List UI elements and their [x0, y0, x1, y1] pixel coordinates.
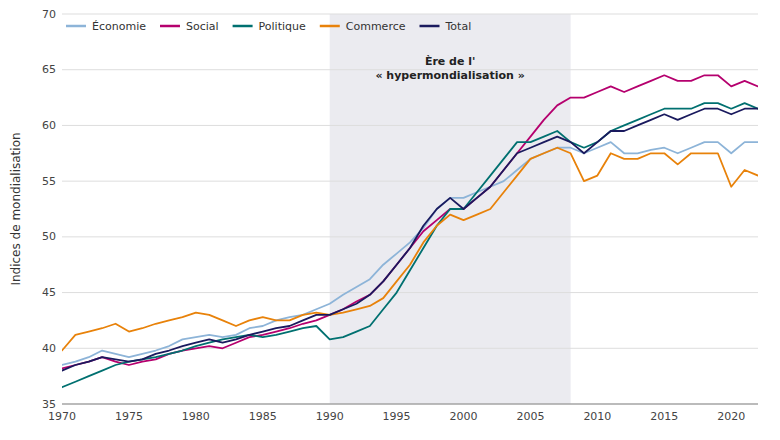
- legend-swatch: [66, 25, 86, 28]
- legend-label: Total: [445, 20, 472, 33]
- legend-item: Total: [420, 20, 472, 33]
- x-tick-label: 2000: [450, 410, 478, 423]
- y-tick-label: 45: [42, 286, 56, 299]
- y-tick-label: 70: [42, 8, 56, 21]
- legend-swatch: [420, 25, 440, 28]
- x-tick-label: 2020: [717, 410, 745, 423]
- x-axis: 1970 1975 1980 1985 1990 1995 2000 2005 2010 2015…: [48, 404, 758, 423]
- x-tick-label: 2005: [516, 410, 544, 423]
- y-tick-label: 40: [42, 342, 56, 355]
- legend-label: Politique: [259, 20, 306, 33]
- grid-line: [62, 292, 758, 293]
- legend-label: Social: [186, 20, 219, 33]
- legend-swatch: [160, 25, 180, 28]
- annotation: « hypermondialisation »: [375, 69, 524, 82]
- legend-label: Économie: [92, 20, 146, 33]
- annotation: Ère de l': [425, 55, 476, 68]
- y-tick-label: 50: [42, 230, 56, 243]
- y-tick-label: 55: [42, 175, 56, 188]
- x-tick-label: 2010: [583, 410, 611, 423]
- x-axis-line: [62, 404, 758, 405]
- legend: Économie Social Politique Commerce Total: [66, 20, 471, 33]
- grid-line: [62, 181, 758, 182]
- y-tick-label: 35: [42, 398, 56, 411]
- y-tick-label: 60: [42, 119, 56, 132]
- series-line: [62, 103, 758, 387]
- chart: 35 40 45 50 55 60 65 70 Indices de mondialisatio…: [0, 0, 780, 440]
- x-tick-label: 2015: [650, 410, 678, 423]
- grid-line: [62, 236, 758, 237]
- grid-line: [62, 404, 758, 405]
- y-tick-label: 65: [42, 63, 56, 76]
- x-tick-label: 1980: [182, 410, 210, 423]
- x-tick-label: 1995: [383, 410, 411, 423]
- y-axis-label: Indices de mondialisation: [9, 132, 23, 285]
- legend-item: Social: [160, 20, 219, 33]
- x-tick-label: 1970: [48, 410, 76, 423]
- series-line: [62, 109, 758, 371]
- y-axis: 35 40 45 50 55 60 65 70: [42, 8, 758, 411]
- legend-item: Économie: [66, 20, 146, 33]
- grid-line: [62, 348, 758, 349]
- legend-item: Commerce: [320, 20, 406, 33]
- legend-swatch: [233, 25, 253, 28]
- x-tick-label: 1990: [316, 410, 344, 423]
- legend-item: Politique: [233, 20, 306, 33]
- x-tick-label: 1985: [249, 410, 277, 423]
- x-tick-label: 1975: [115, 410, 143, 423]
- grid-line: [62, 125, 758, 126]
- grid-line: [62, 14, 758, 15]
- legend-swatch: [320, 25, 340, 28]
- series-lines: [62, 75, 758, 387]
- legend-label: Commerce: [346, 20, 406, 33]
- series-line: [62, 142, 758, 365]
